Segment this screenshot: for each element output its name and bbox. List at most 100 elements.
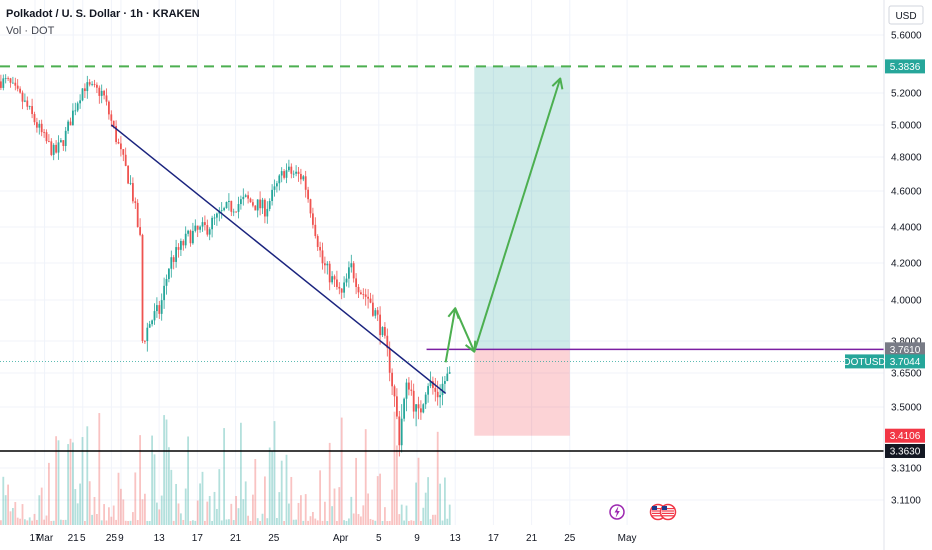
- candle-body: [364, 294, 367, 297]
- volume-bar: [96, 514, 98, 525]
- us-flag-event-icon[interactable]: [659, 503, 677, 521]
- candle-body: [369, 298, 372, 303]
- candle-body: [333, 276, 336, 280]
- volume-bar: [290, 476, 293, 525]
- volume-bar: [314, 518, 317, 525]
- volume-bar: [345, 520, 348, 525]
- currency-label: USD: [895, 11, 916, 22]
- volume-bar: [110, 516, 113, 525]
- x-axis-labels: 17 21 25 Mar 5 9 13 17 21 25 Apr 5 9 13 17 21 25 May: [29, 533, 636, 544]
- candle-body: [283, 171, 285, 178]
- volume-bar: [28, 517, 31, 525]
- x-tick-label: 5: [376, 533, 382, 544]
- price-axis-panel[interactable]: [884, 0, 932, 550]
- volume-bar: [288, 503, 290, 525]
- volume-bar: [45, 515, 48, 525]
- volume-bar: [343, 520, 345, 525]
- chart-title: Polkadot / U. S. Dollar · 1h · KRAKEN: [6, 8, 200, 20]
- candle-body: [187, 230, 189, 234]
- volume-bars: [0, 411, 451, 525]
- volume-bar: [439, 483, 441, 525]
- volume-bar: [364, 429, 367, 525]
- volume-bar: [338, 487, 341, 525]
- volume-bar: [156, 502, 158, 525]
- plot-background: [0, 0, 884, 550]
- candle-body: [408, 382, 410, 390]
- volume-bar: [266, 518, 269, 525]
- volume-bar: [448, 504, 451, 525]
- candle-body: [40, 123, 43, 133]
- volume-bar: [100, 520, 103, 525]
- volume-bar: [64, 519, 67, 525]
- volume-bar: [76, 503, 79, 525]
- candle-body: [81, 88, 84, 101]
- volume-bar: [264, 476, 266, 525]
- x-tick-label: 21: [230, 533, 242, 544]
- candle-body: [120, 143, 122, 150]
- candle-body: [14, 82, 17, 86]
- y-tick-label: 3.1100: [891, 496, 921, 507]
- x-tick-label: 9: [118, 533, 124, 544]
- volume-bar: [223, 428, 225, 525]
- currency-box[interactable]: USD: [888, 5, 924, 25]
- candle-body: [384, 327, 386, 336]
- candle-body: [88, 82, 91, 85]
- candle-body: [381, 327, 384, 336]
- candle-body: [170, 257, 173, 269]
- y-tick-label: 4.0000: [891, 296, 922, 307]
- candle-body: [108, 101, 110, 115]
- candle-body: [122, 149, 125, 155]
- candle-body: [168, 268, 170, 280]
- volume-bar: [307, 520, 309, 525]
- candle-body: [302, 176, 305, 180]
- volume-bar: [220, 520, 223, 525]
- candle-body: [345, 278, 348, 283]
- volume-bar: [252, 494, 254, 525]
- candle-body: [446, 373, 449, 382]
- volume-bar: [146, 520, 149, 525]
- volume-bar: [304, 494, 307, 525]
- volume-bar: [112, 505, 115, 525]
- candle-body: [158, 305, 161, 314]
- volume-bar: [184, 488, 187, 525]
- y-tick-label: 5.0000: [891, 121, 922, 132]
- volume-bar: [26, 520, 29, 525]
- y-tick-label: 4.4000: [891, 223, 922, 234]
- y-tick-label: 4.6000: [891, 187, 922, 198]
- price-tag-label: 3.4106: [890, 431, 921, 442]
- candle-body: [141, 234, 144, 341]
- volume-bar: [52, 520, 55, 525]
- path-arrow-head: [551, 77, 564, 90]
- candle-body: [76, 103, 79, 111]
- volume-bar: [129, 520, 132, 525]
- candle-body: [67, 121, 69, 131]
- volume-bar: [180, 513, 182, 525]
- candle-body: [31, 106, 33, 115]
- candle-body: [93, 83, 96, 85]
- risk-reward-zones: [474, 66, 570, 436]
- volume-bar: [381, 520, 384, 525]
- candle-body: [28, 106, 31, 107]
- y-tick-label: 4.8000: [891, 153, 922, 164]
- x-tick-label: Mar: [36, 533, 54, 544]
- volume-bar: [292, 519, 295, 525]
- candles: [0, 74, 451, 457]
- candle-body: [21, 92, 24, 102]
- candle-body: [127, 165, 129, 184]
- volume-bar: [136, 520, 139, 525]
- candle-body: [16, 85, 19, 89]
- x-tick-label: 9: [414, 533, 420, 544]
- candle-body: [297, 171, 300, 174]
- candle-body: [316, 236, 319, 247]
- volume-bar: [33, 513, 36, 525]
- candle-body: [112, 120, 115, 127]
- lightning-icon[interactable]: [609, 504, 625, 520]
- volume-bar: [328, 442, 331, 525]
- price-tag: [885, 59, 925, 74]
- candle-body: [400, 418, 403, 446]
- event-icons[interactable]: [609, 503, 677, 521]
- volume-bar: [309, 516, 312, 525]
- candle-body: [343, 282, 345, 293]
- candle-body: [74, 110, 77, 112]
